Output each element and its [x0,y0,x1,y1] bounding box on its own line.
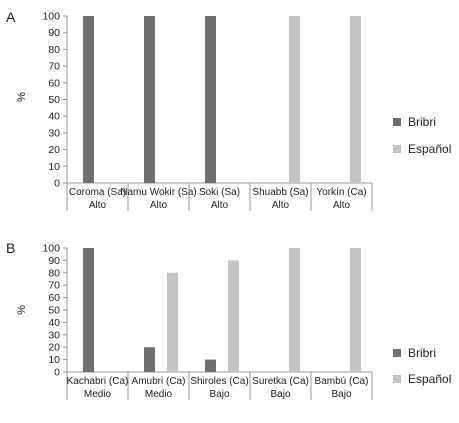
y-tick-label: 70 [48,280,60,292]
y-tick-label: 60 [48,292,60,304]
y-tick-label: 20 [48,144,60,156]
legend-swatch [393,375,401,383]
bar-bribri [144,16,155,183]
y-tick-label: 80 [48,44,60,56]
legend-swatch [393,118,401,126]
x-category-level-label: Medio [84,389,112,400]
y-tick-label: 70 [48,61,60,73]
y-tick-label: 100 [42,243,60,255]
x-category-level-label: Alto [89,200,107,211]
chart-panel-a: A% 0 10 20 30 40 50 60 70 80 90 100 Coroma (Sa) Alto N… [6,9,451,211]
x-category-level-label: Alto [333,200,351,211]
y-tick-label: 10 [48,161,60,173]
x-category-level-label: Alto [272,200,290,211]
bar-espaol [289,248,300,372]
y-tick-label: 30 [48,329,60,341]
y-tick-label: 50 [48,305,60,317]
x-category-label: Namu Wokir (Sa) [120,187,197,198]
bar-espaol [289,16,300,183]
panel-label: A [6,9,16,25]
bar-bribri [83,248,94,372]
bar-bribri [144,347,155,372]
x-category-label: Shuabb (Sa) [252,187,308,198]
x-category-level-label: Bajo [209,389,229,400]
x-category-level-label: Alto [150,200,168,211]
x-category-level-label: Alto [211,200,229,211]
x-category-label: Soki (Sa) [199,187,240,198]
x-category-label: Kachabri (Ca) [67,376,129,387]
bar-espaol [350,248,361,372]
x-category-level-label: Bajo [331,389,351,400]
legend-label: Bribri [408,346,436,360]
y-tick-label: 10 [48,354,60,366]
y-axis-label: % [16,305,28,315]
x-category-label: Bambú (Ca) [315,376,369,387]
y-axis-label: % [16,92,28,102]
bar-espaol [228,260,239,372]
legend-label: Bribri [408,115,436,129]
legend-swatch [393,349,401,357]
y-tick-label: 100 [42,11,60,23]
bar-bribri [83,16,94,183]
x-category-label: Shiroles (Ca) [190,376,248,387]
y-tick-label: 90 [48,255,60,267]
x-category-label: Coroma (Sa) [69,187,126,198]
y-tick-label: 90 [48,27,60,39]
y-tick-label: 40 [48,111,60,123]
y-tick-label: 60 [48,77,60,89]
x-category-level-label: Bajo [270,389,290,400]
x-category-label: Amubri (Ca) [132,376,186,387]
bar-espaol [350,16,361,183]
legend-label: Español [408,372,451,386]
y-tick-label: 50 [48,94,60,106]
legend-label: Español [408,142,451,156]
panel-label: B [6,240,15,256]
x-category-level-label: Medio [145,389,173,400]
y-tick-label: 0 [54,367,60,379]
bar-bribri [205,16,216,183]
y-tick-label: 80 [48,267,60,279]
bar-bribri [205,359,216,372]
y-tick-label: 40 [48,317,60,329]
legend-swatch [393,145,401,153]
y-tick-label: 0 [54,178,60,190]
x-category-label: Yorkín (Ca) [316,187,366,198]
y-tick-label: 30 [48,127,60,139]
y-tick-label: 20 [48,342,60,354]
bar-espaol [167,272,178,372]
x-category-label: Suretka (Ca) [252,376,309,387]
